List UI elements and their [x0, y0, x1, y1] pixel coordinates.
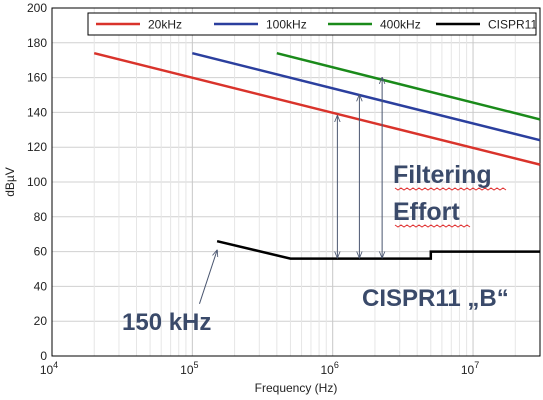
- y-tick-label: 180: [27, 36, 47, 50]
- legend-box: [87, 12, 537, 36]
- legend: 20kHz 100kHz 400kHz CISPR11: [87, 12, 537, 36]
- legend-label: 100kHz: [266, 18, 307, 32]
- filtering-annotation: Filtering: [393, 161, 492, 189]
- y-axis-ticks: 0 20 40 60 80 100 120 140 160 180 200: [27, 1, 47, 363]
- y-tick-label: 80: [34, 210, 48, 224]
- cispr-annotation: CISPR11 „B“: [362, 285, 509, 312]
- series-line-cispr11: [216, 239, 540, 260]
- y-tick-label: 160: [27, 71, 47, 85]
- y-tick-label: 140: [27, 105, 47, 119]
- series-line-20khz: [93, 51, 541, 166]
- legend-label: 400kHz: [380, 18, 421, 32]
- pointer-arrow-line: [198, 250, 217, 304]
- y-tick-label: 40: [34, 279, 48, 293]
- legend-label: CISPR11: [488, 18, 537, 32]
- y-tick-label: 0: [40, 349, 47, 363]
- y-tick-label: 200: [27, 1, 47, 15]
- y-tick-label: 20: [34, 314, 48, 328]
- filtering-arrows: [337, 78, 382, 258]
- effort-annotation: Effort: [393, 198, 460, 226]
- x-tick-label: 107: [461, 360, 479, 377]
- series-line-100khz: [191, 51, 541, 142]
- effort-spellcheck-underline: [394, 224, 471, 228]
- y-tick-label: 120: [27, 140, 47, 154]
- y-tick-label: 60: [34, 245, 48, 259]
- series-line-400khz: [276, 51, 541, 121]
- series-lines: [93, 51, 541, 260]
- x-tick-label: 104: [40, 360, 58, 377]
- freq-annotation: 150 kHz: [122, 309, 211, 336]
- y-tick-label: 100: [27, 175, 47, 189]
- pointer-arrow: [198, 250, 217, 304]
- plot-frame: [51, 7, 541, 357]
- filtering-spellcheck-underline: [394, 187, 507, 191]
- y-axis-label: dBµV: [3, 167, 17, 197]
- x-tick-label: 106: [321, 360, 339, 377]
- x-axis-label: Frequency (Hz): [255, 381, 338, 395]
- x-tick-label: 105: [180, 360, 198, 377]
- legend-label: 20kHz: [148, 18, 182, 32]
- x-axis-ticks: 104 105 106 107: [40, 360, 479, 377]
